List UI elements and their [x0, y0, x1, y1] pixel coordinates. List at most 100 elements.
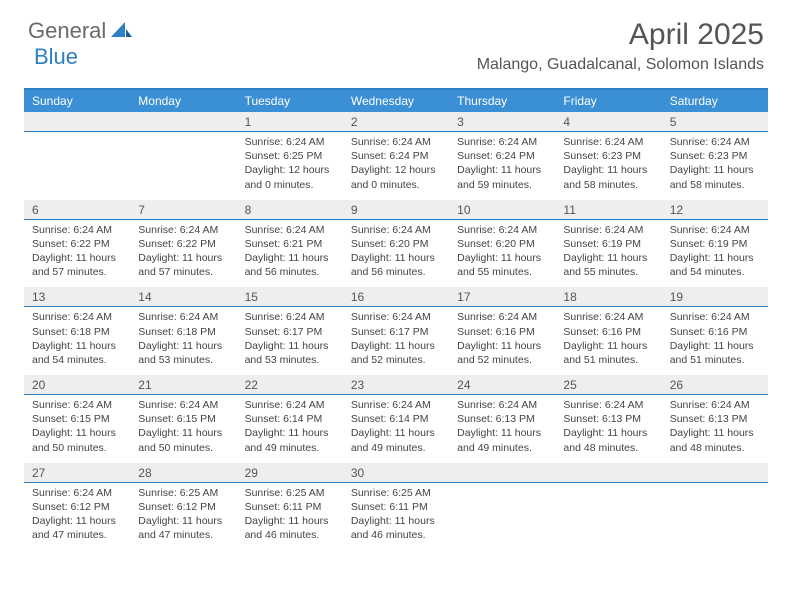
day-content-cell: Sunrise: 6:24 AMSunset: 6:17 PMDaylight:…: [237, 307, 343, 375]
day-content-cell: Sunrise: 6:24 AMSunset: 6:16 PMDaylight:…: [555, 307, 661, 375]
day-content-cell: Sunrise: 6:24 AMSunset: 6:22 PMDaylight:…: [130, 220, 236, 288]
sunrise-text: Sunrise: 6:24 AM: [351, 223, 441, 237]
sunset-text: Sunset: 6:20 PM: [351, 237, 441, 251]
sunrise-text: Sunrise: 6:24 AM: [245, 398, 335, 412]
sunset-text: Sunset: 6:15 PM: [138, 412, 228, 426]
sunset-text: Sunset: 6:13 PM: [670, 412, 760, 426]
daylight-text: Daylight: 11 hours and 54 minutes.: [670, 251, 760, 279]
daylight-text: Daylight: 12 hours and 0 minutes.: [245, 163, 335, 191]
dow-tuesday: Tuesday: [237, 90, 343, 112]
daylight-text: Daylight: 11 hours and 56 minutes.: [245, 251, 335, 279]
sunset-text: Sunset: 6:12 PM: [32, 500, 122, 514]
content-row: Sunrise: 6:24 AMSunset: 6:18 PMDaylight:…: [24, 307, 768, 375]
day-content-cell: Sunrise: 6:25 AMSunset: 6:11 PMDaylight:…: [237, 483, 343, 551]
sunrise-text: Sunrise: 6:25 AM: [245, 486, 335, 500]
day-content-cell: Sunrise: 6:25 AMSunset: 6:11 PMDaylight:…: [343, 483, 449, 551]
day-number-cell: 21: [130, 375, 236, 395]
sunrise-text: Sunrise: 6:24 AM: [457, 398, 547, 412]
sunrise-text: Sunrise: 6:24 AM: [32, 398, 122, 412]
daylight-text: Daylight: 11 hours and 49 minutes.: [351, 426, 441, 454]
sunrise-text: Sunrise: 6:24 AM: [245, 310, 335, 324]
daylight-text: Daylight: 11 hours and 59 minutes.: [457, 163, 547, 191]
sunset-text: Sunset: 6:25 PM: [245, 149, 335, 163]
sunrise-text: Sunrise: 6:24 AM: [351, 398, 441, 412]
day-content-cell: Sunrise: 6:24 AMSunset: 6:24 PMDaylight:…: [343, 132, 449, 200]
day-number-cell: 13: [24, 287, 130, 307]
sunrise-text: Sunrise: 6:24 AM: [457, 135, 547, 149]
daynum-row: 6789101112: [24, 200, 768, 220]
daylight-text: Daylight: 11 hours and 53 minutes.: [138, 339, 228, 367]
sunset-text: Sunset: 6:23 PM: [563, 149, 653, 163]
day-number-cell: [555, 463, 661, 483]
daylight-text: Daylight: 11 hours and 55 minutes.: [457, 251, 547, 279]
sunset-text: Sunset: 6:19 PM: [563, 237, 653, 251]
daylight-text: Daylight: 11 hours and 57 minutes.: [32, 251, 122, 279]
sunrise-text: Sunrise: 6:24 AM: [563, 135, 653, 149]
sunset-text: Sunset: 6:15 PM: [32, 412, 122, 426]
day-number-cell: 16: [343, 287, 449, 307]
day-content-cell: Sunrise: 6:24 AMSunset: 6:24 PMDaylight:…: [449, 132, 555, 200]
day-number-cell: 25: [555, 375, 661, 395]
sunrise-text: Sunrise: 6:24 AM: [351, 310, 441, 324]
day-number-cell: [662, 463, 768, 483]
day-number-cell: 2: [343, 112, 449, 132]
day-content-cell: Sunrise: 6:24 AMSunset: 6:18 PMDaylight:…: [24, 307, 130, 375]
day-content-cell: Sunrise: 6:24 AMSunset: 6:25 PMDaylight:…: [237, 132, 343, 200]
day-content-cell: Sunrise: 6:24 AMSunset: 6:14 PMDaylight:…: [343, 395, 449, 463]
title-block: April 2025 Malango, Guadalcanal, Solomon…: [477, 18, 764, 74]
day-number-cell: 22: [237, 375, 343, 395]
day-content-cell: [449, 483, 555, 551]
sunset-text: Sunset: 6:16 PM: [457, 325, 547, 339]
sunrise-text: Sunrise: 6:24 AM: [138, 223, 228, 237]
daynum-row: 20212223242526: [24, 375, 768, 395]
content-row: Sunrise: 6:24 AMSunset: 6:22 PMDaylight:…: [24, 220, 768, 288]
day-content-cell: Sunrise: 6:24 AMSunset: 6:23 PMDaylight:…: [555, 132, 661, 200]
daylight-text: Daylight: 11 hours and 47 minutes.: [32, 514, 122, 542]
sunrise-text: Sunrise: 6:24 AM: [563, 398, 653, 412]
dow-thursday: Thursday: [449, 90, 555, 112]
sunrise-text: Sunrise: 6:25 AM: [351, 486, 441, 500]
sunrise-text: Sunrise: 6:24 AM: [138, 310, 228, 324]
daylight-text: Daylight: 11 hours and 49 minutes.: [457, 426, 547, 454]
sunset-text: Sunset: 6:18 PM: [138, 325, 228, 339]
day-number-cell: [449, 463, 555, 483]
daylight-text: Daylight: 11 hours and 49 minutes.: [245, 426, 335, 454]
sunrise-text: Sunrise: 6:25 AM: [138, 486, 228, 500]
sunrise-text: Sunrise: 6:24 AM: [32, 223, 122, 237]
day-number-cell: 27: [24, 463, 130, 483]
logo-text-blue: Blue: [34, 44, 78, 70]
dow-friday: Friday: [555, 90, 661, 112]
sunset-text: Sunset: 6:17 PM: [245, 325, 335, 339]
sunrise-text: Sunrise: 6:24 AM: [351, 135, 441, 149]
sunset-text: Sunset: 6:20 PM: [457, 237, 547, 251]
sunrise-text: Sunrise: 6:24 AM: [457, 223, 547, 237]
day-number-cell: 5: [662, 112, 768, 132]
sunset-text: Sunset: 6:13 PM: [563, 412, 653, 426]
dow-wednesday: Wednesday: [343, 90, 449, 112]
day-number-cell: [24, 112, 130, 132]
day-content-cell: Sunrise: 6:24 AMSunset: 6:12 PMDaylight:…: [24, 483, 130, 551]
day-number-cell: 8: [237, 200, 343, 220]
sunset-text: Sunset: 6:14 PM: [351, 412, 441, 426]
daylight-text: Daylight: 11 hours and 52 minutes.: [351, 339, 441, 367]
day-number-cell: 19: [662, 287, 768, 307]
day-number-cell: 15: [237, 287, 343, 307]
logo-text-general: General: [28, 18, 106, 44]
logo: General: [28, 18, 135, 44]
day-content-cell: Sunrise: 6:24 AMSunset: 6:14 PMDaylight:…: [237, 395, 343, 463]
day-content-cell: Sunrise: 6:24 AMSunset: 6:15 PMDaylight:…: [130, 395, 236, 463]
day-content-cell: Sunrise: 6:24 AMSunset: 6:22 PMDaylight:…: [24, 220, 130, 288]
day-number-cell: 9: [343, 200, 449, 220]
day-content-cell: Sunrise: 6:24 AMSunset: 6:23 PMDaylight:…: [662, 132, 768, 200]
day-content-cell: Sunrise: 6:24 AMSunset: 6:18 PMDaylight:…: [130, 307, 236, 375]
dow-sunday: Sunday: [24, 90, 130, 112]
daylight-text: Daylight: 11 hours and 50 minutes.: [32, 426, 122, 454]
sunset-text: Sunset: 6:19 PM: [670, 237, 760, 251]
daylight-text: Daylight: 11 hours and 56 minutes.: [351, 251, 441, 279]
day-number-cell: 29: [237, 463, 343, 483]
day-content-cell: Sunrise: 6:24 AMSunset: 6:20 PMDaylight:…: [343, 220, 449, 288]
daynum-row: 13141516171819: [24, 287, 768, 307]
daylight-text: Daylight: 11 hours and 55 minutes.: [563, 251, 653, 279]
daynum-row: 27282930: [24, 463, 768, 483]
sunset-text: Sunset: 6:11 PM: [245, 500, 335, 514]
